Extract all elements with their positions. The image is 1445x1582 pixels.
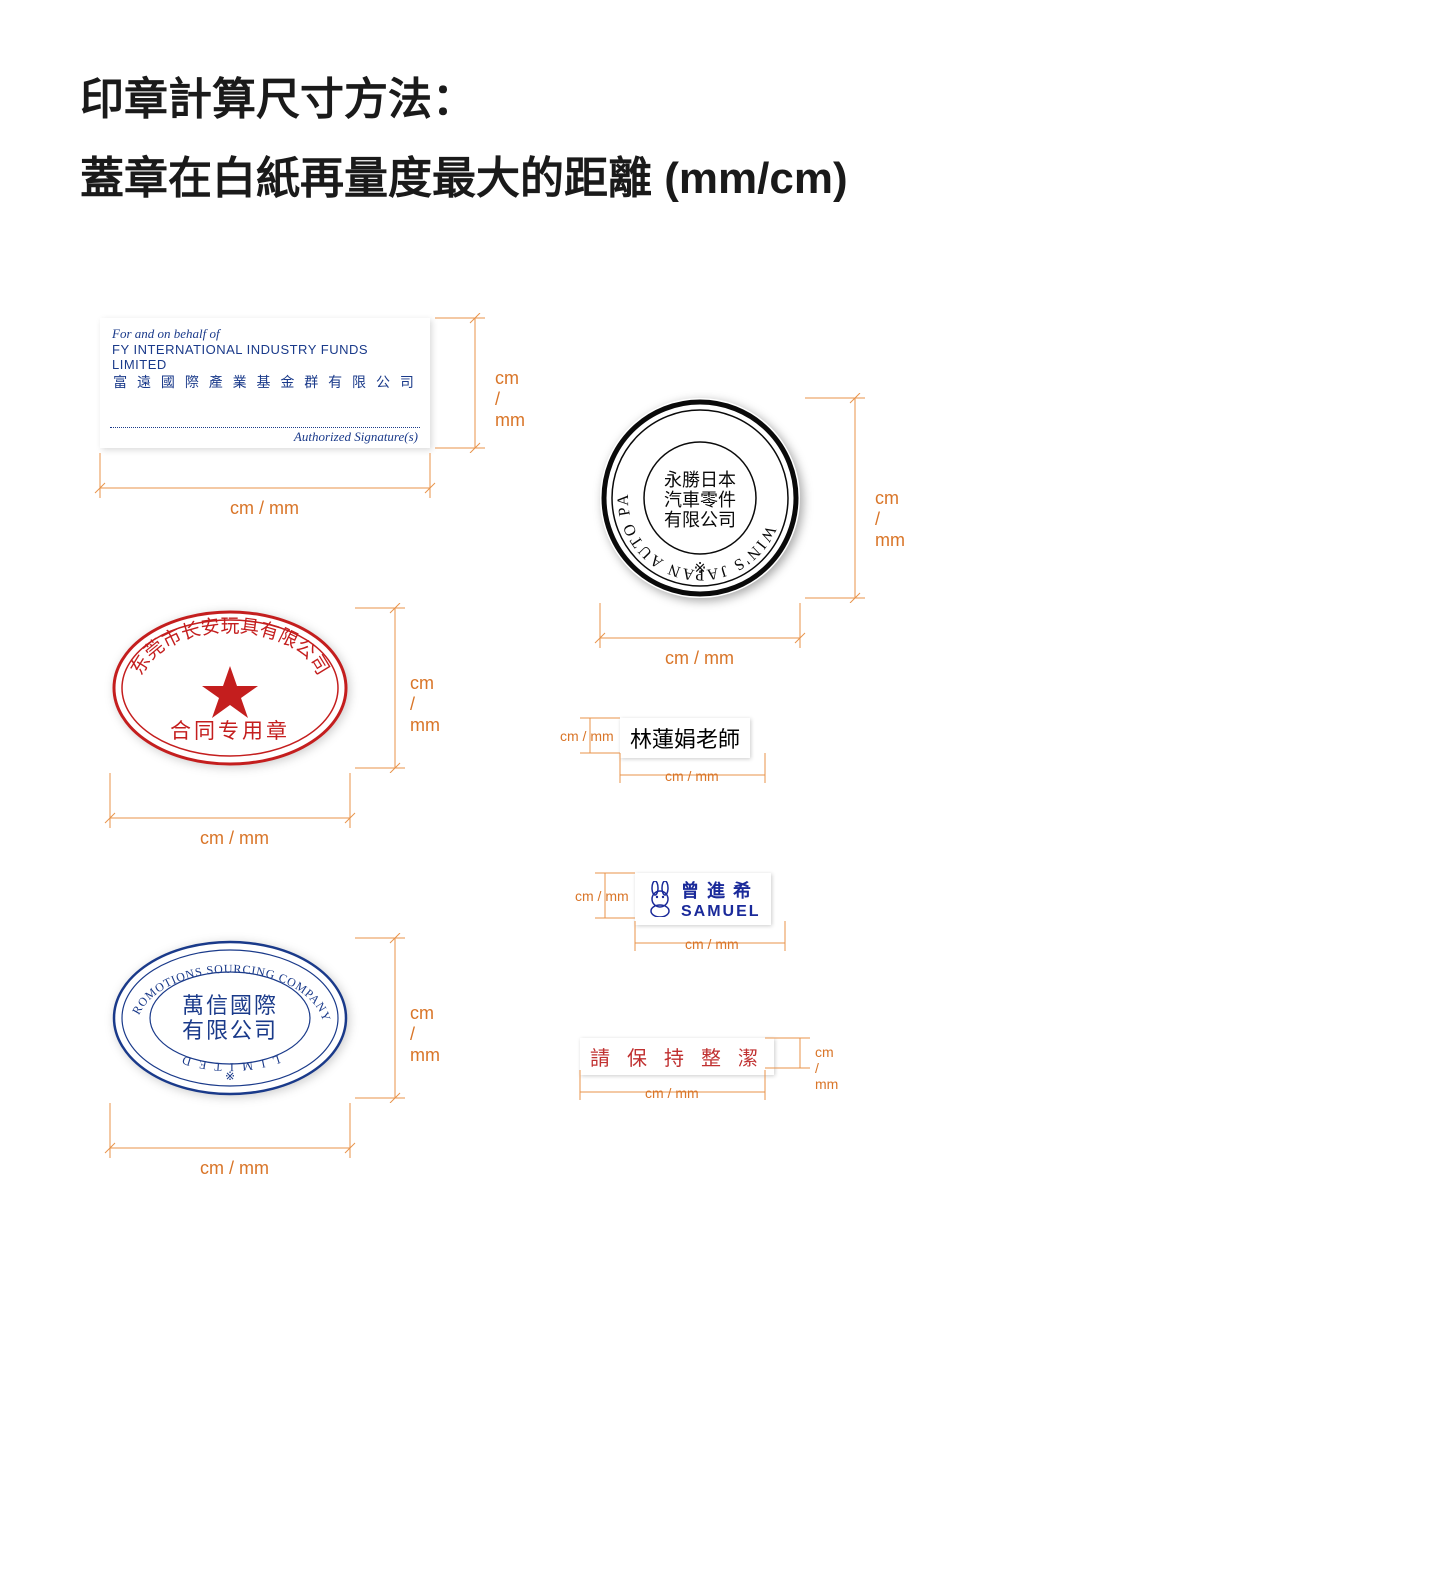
clean-stamp-text: 請 保 持 整 潔 [590,1048,764,1070]
dim-width-label: cm / mm [685,936,739,952]
name-stamp-main: 林蓮娟 [630,727,696,752]
samuel-en: SAMUEL [681,903,761,921]
svg-text:萬信國際: 萬信國際 [182,993,278,1018]
name-stamp: 林蓮娟老師 [620,718,750,758]
dim-height-icon [805,393,925,603]
title-line-1: 印章計算尺寸方法： [80,60,1365,139]
example-name-stamp: 林蓮娟老師 cm / mm cm / mm [620,718,750,758]
page-title: 印章計算尺寸方法： 蓋章在白紙再量度最大的距離 (mm/cm) [80,60,1365,218]
rect-stamp-line4: Authorized Signature(s) [294,429,418,445]
example-rect-stamp: For and on behalf of FY INTERNATIONAL IN… [100,318,430,448]
title-line-2: 蓋章在白紙再量度最大的距離 (mm/cm) [80,139,1365,218]
rect-stamp-line1: For and on behalf of [112,326,418,342]
example-clean-stamp: 請 保 持 整 潔 cm / mm cm / mm [580,1038,774,1075]
example-red-oval: 东莞市长安玩具有限公司 合同专用章 cm / mm cm / mm [110,608,350,768]
stamp-examples-grid: For and on behalf of FY INTERNATIONAL IN… [80,318,1365,1418]
dim-height-label: cm / mm [575,888,629,904]
dim-width-label: cm / mm [665,768,719,784]
dim-height-label: cm / mm [875,488,905,551]
example-blue-oval: PROMOTIONS SOURCING COMPANY L I M I T E … [110,938,350,1098]
samuel-stamp: 曾進希 SAMUEL [635,873,771,925]
star-icon: ※ [225,1069,235,1083]
svg-text:有限公司: 有限公司 [182,1018,278,1043]
round-stamp: WIN'S JAPAN AUTO PARTS CO LIMITED ※ 永勝日本… [600,398,800,598]
samuel-cn: 曾進希 [681,877,761,903]
dim-height-label: cm / mm [410,1003,440,1066]
rabbit-icon [645,881,675,917]
dim-height-label: cm / mm [495,368,525,431]
rect-stamp: For and on behalf of FY INTERNATIONAL IN… [100,318,430,448]
red-oval-stamp: 东莞市长安玩具有限公司 合同专用章 [110,608,350,768]
blue-oval-stamp: PROMOTIONS SOURCING COMPANY L I M I T E … [110,938,350,1098]
svg-text:合同专用章: 合同专用章 [170,719,290,743]
svg-text:有限公司: 有限公司 [664,510,736,530]
star-icon: ※ [694,560,707,577]
dim-width-label: cm / mm [645,1085,699,1101]
svg-text:永勝日本: 永勝日本 [664,470,736,490]
example-round-stamp: WIN'S JAPAN AUTO PARTS CO LIMITED ※ 永勝日本… [600,398,800,598]
name-stamp-suffix: 老師 [696,727,740,752]
dim-width-label: cm / mm [200,1158,269,1179]
svg-text:汽車零件: 汽車零件 [664,490,736,510]
dim-width-label: cm / mm [200,828,269,849]
dim-height-label: cm / mm [410,673,440,736]
rect-stamp-line3: 富 遠 國 際 產 業 基 金 群 有 限 公 司 [112,372,418,392]
rect-stamp-line2: FY INTERNATIONAL INDUSTRY FUNDS LIMITED [112,342,418,372]
dim-width-label: cm / mm [665,648,734,669]
example-samuel-stamp: 曾進希 SAMUEL cm / mm cm / mm [635,873,771,925]
dim-height-label: cm / mm [560,728,614,744]
dim-width-label: cm / mm [230,498,299,519]
dim-height-label: cm / mm [815,1044,838,1092]
rect-stamp-sigline [110,427,420,428]
